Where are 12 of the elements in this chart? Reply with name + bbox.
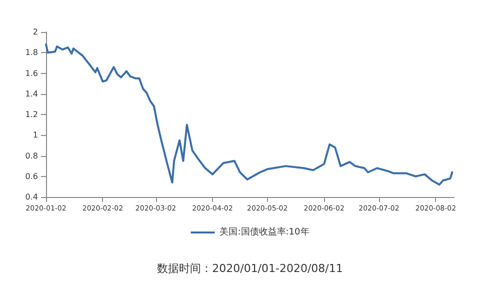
text: 数据时间：2020/01/01-2020/08/11 — [157, 262, 343, 275]
y-tick-label: 1 — [32, 130, 38, 140]
y-tick-label: 0.4 — [25, 192, 38, 202]
y-tick-label: 1.6 — [25, 68, 38, 78]
y-tick-label: 0.6 — [25, 172, 38, 181]
y-tick-label: 0.8 — [25, 151, 38, 160]
y-tick-label: 2 — [32, 28, 38, 36]
legend-label: 美国:国债收益率:10年 — [220, 226, 310, 238]
y-tick-label: 1.8 — [25, 48, 38, 58]
y-tick-label: 1.2 — [25, 110, 38, 119]
line-series — [45, 43, 454, 186]
y-tick-label: 1.4 — [25, 89, 38, 98]
